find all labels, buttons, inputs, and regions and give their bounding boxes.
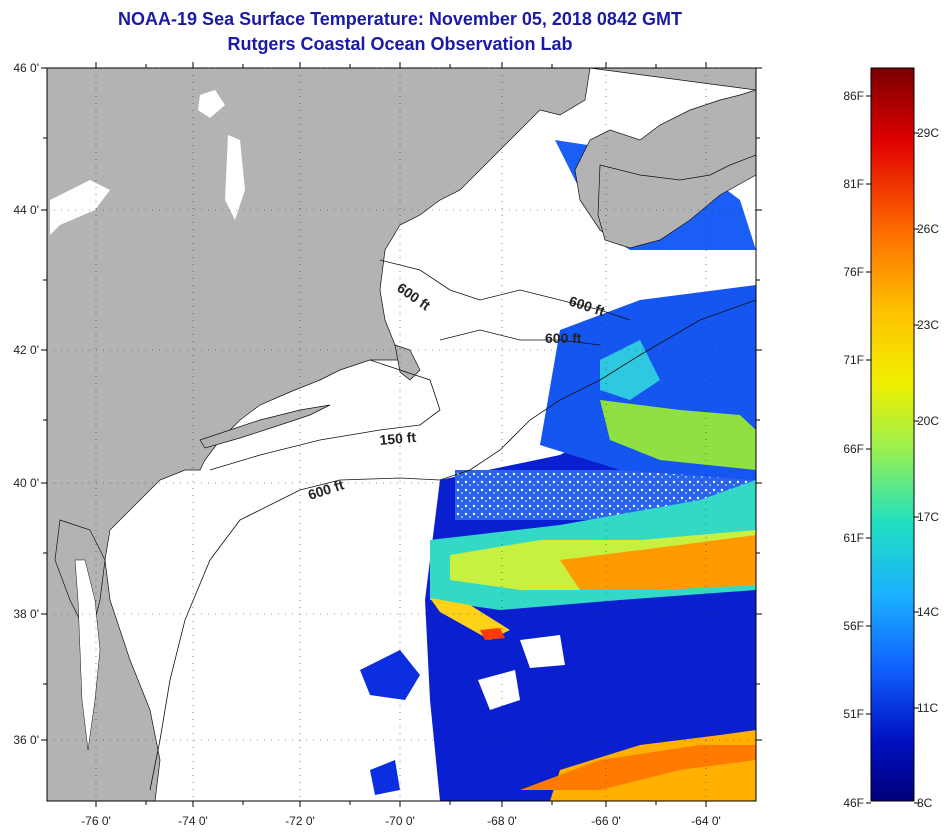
land-lake-white-2 xyxy=(225,135,245,220)
lon-label: -66 0' xyxy=(591,814,621,828)
map-border xyxy=(46,67,757,802)
land-lake-white-3 xyxy=(50,180,110,235)
contour-600ft-gom-inner xyxy=(439,329,601,346)
lat-label: 46 0' xyxy=(13,61,39,75)
cloud-patch-ocean-1 xyxy=(478,670,520,710)
colorbar-c-label: 26C xyxy=(917,222,939,236)
map-subtitle: Rutgers Coastal Ocean Observation Lab xyxy=(227,34,573,54)
contour-600ft-gom xyxy=(379,259,631,321)
axis-labels: -76 0' -74 0' -72 0' -70 0' -68 0' -66 0' -64 … xyxy=(13,61,720,828)
colorbar-f-label: 61F xyxy=(843,531,864,545)
lon-label: -70 0' xyxy=(385,814,415,828)
colorbar-c-label: 17C xyxy=(917,510,939,524)
lon-label: -64 0' xyxy=(691,814,721,828)
colorbar-c-label: 11C xyxy=(917,701,938,715)
sst-red-patch xyxy=(480,628,505,640)
land-lake-white-1 xyxy=(198,90,225,118)
colorbar-f-label: 71F xyxy=(843,353,864,367)
lat-label: 44 0' xyxy=(13,203,39,217)
lon-label: -72 0' xyxy=(285,814,315,828)
sst-gulf-of-maine-patch xyxy=(600,340,660,400)
colorbar-f-label: 76F xyxy=(843,265,864,279)
sst-warm-core xyxy=(560,535,756,590)
contour-label-gom-inner: 600 ft xyxy=(545,330,582,346)
lat-label: 38 0' xyxy=(13,607,39,621)
contour-600ft-shelf xyxy=(149,299,756,791)
contour-label-150ft: 150 ft xyxy=(379,429,417,448)
colorbar-f-label: 66F xyxy=(843,442,864,456)
lat-label: 36 0' xyxy=(13,733,39,747)
colorbar-f-label: 56F xyxy=(843,619,864,633)
sst-northeast-green xyxy=(600,400,756,470)
sst-isolated-cold xyxy=(360,650,420,700)
land-mainland-us xyxy=(47,68,591,801)
chesapeake-bay xyxy=(74,559,101,751)
land-nova-scotia-peninsula xyxy=(597,154,756,249)
colorbar-c-label: 8C xyxy=(917,796,933,810)
graticule xyxy=(41,62,762,807)
colorbar-f-label: 86F xyxy=(843,89,864,103)
contour-150ft xyxy=(209,359,441,471)
lat-label: 40 0' xyxy=(13,476,39,490)
colorbar xyxy=(870,67,915,802)
colorbar-f-label: 81F xyxy=(843,177,864,191)
lon-label: -68 0' xyxy=(487,814,517,828)
colorbar-c-label: 29C xyxy=(917,126,939,140)
lon-label: -76 0' xyxy=(81,814,111,828)
cloud-patch-ocean-2 xyxy=(520,635,565,668)
colorbar-f-label: 46F xyxy=(843,796,864,810)
colorbar-c-label: 14C xyxy=(917,605,939,619)
lon-label: -74 0' xyxy=(178,814,208,828)
map-title: NOAA-19 Sea Surface Temperature: Novembe… xyxy=(118,9,682,29)
sst-south-warm-edge xyxy=(520,745,756,790)
colorbar-f-label: 51F xyxy=(843,707,864,721)
colorbar-c-label: 23C xyxy=(917,318,939,332)
lat-label: 42 0' xyxy=(13,343,39,357)
land-long-island xyxy=(199,404,331,449)
colorbar-labels: 86F 81F 76F 71F 66F 61F 56F 51F 46F 29C 26C 23C 20C 1… xyxy=(843,89,939,810)
colorbar-c-label: 20C xyxy=(917,414,939,428)
sst-isolated-cold-south xyxy=(370,760,400,795)
